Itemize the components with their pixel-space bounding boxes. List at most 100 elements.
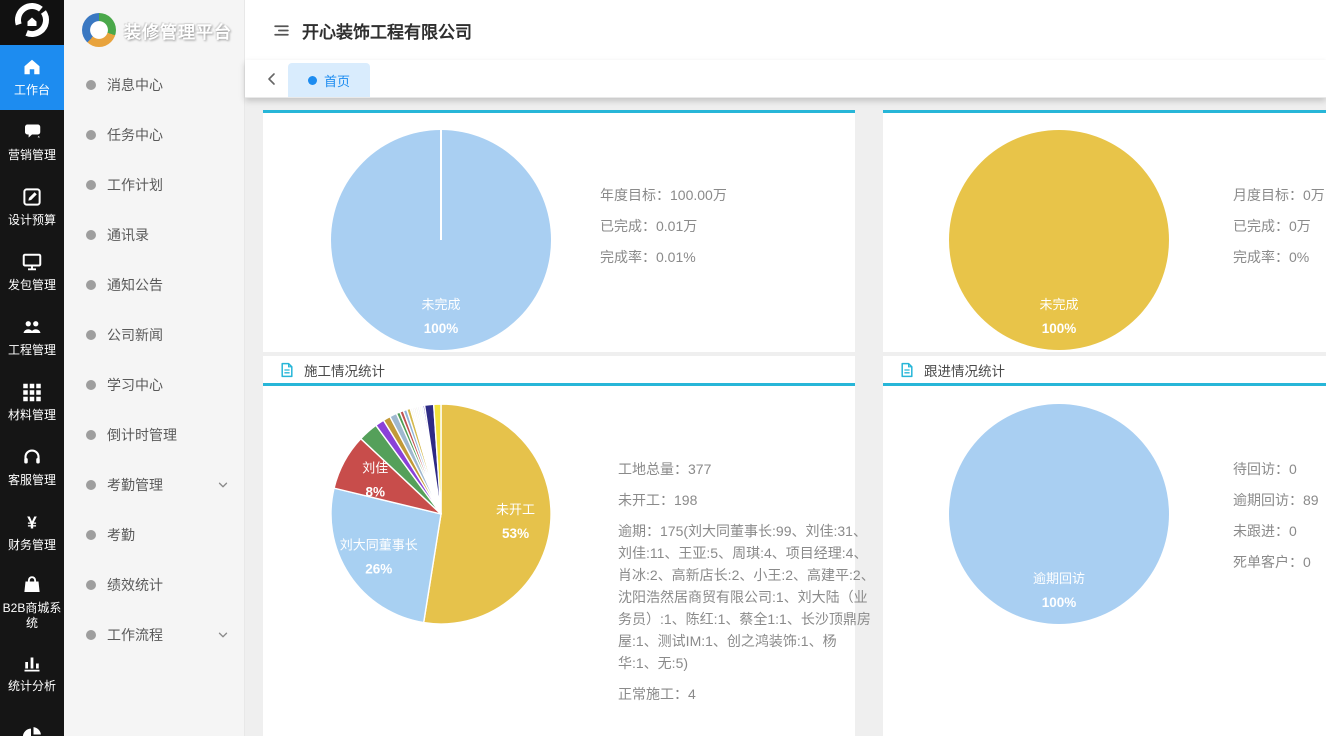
menu-item[interactable]: 通讯录 — [64, 210, 244, 260]
panel-body: 逾期回访 100% 待回访：0 逾期回访：89 未跟进：0 死单客户：0 — [883, 386, 1326, 736]
svg-text:26%: 26% — [365, 561, 392, 576]
svg-text:¥: ¥ — [27, 512, 37, 532]
rail-item[interactable]: 发包管理 — [0, 240, 64, 305]
svg-text:刘大同董事长: 刘大同董事长 — [340, 537, 418, 552]
menu-item-label: 工作计划 — [107, 177, 163, 193]
monitor-icon — [22, 252, 42, 272]
menu-item[interactable]: 通知公告 — [64, 260, 244, 310]
app-logo[interactable] — [0, 0, 64, 45]
bullet-dot-icon — [86, 80, 96, 90]
bullet-dot-icon — [86, 330, 96, 340]
menu-item[interactable]: 工作计划 — [64, 160, 244, 210]
chart-stats: 工地总量：377 未开工：198 逾期：175(刘大同董事长:99、刘佳:31、刘佳… — [618, 458, 876, 714]
rail-item[interactable]: 设计预算 — [0, 175, 64, 240]
svg-text:53%: 53% — [502, 526, 529, 541]
rail-item[interactable]: 材料管理 — [0, 370, 64, 435]
panel-body: 未完成 100% 年度目标：100.00万 已完成：0.01万 完成率：0.01% — [263, 113, 855, 352]
users-icon — [22, 317, 42, 337]
menu-item-label: 学习中心 — [107, 377, 163, 393]
primary-sidebar: 工作台营销管理设计预算发包管理工程管理材料管理客服管理 ¥ 财务管理 B2B商城系统统… — [0, 0, 64, 736]
panel-title: 跟进情况统计 — [924, 363, 1005, 379]
rail-item-label: 统计分析 — [7, 679, 56, 693]
bullet-dot-icon — [86, 580, 96, 590]
rail-item-label: B2B商城系统 — [2, 601, 62, 630]
chevron-down-icon — [216, 628, 230, 642]
bullet-dot-icon — [86, 530, 96, 540]
monthly-target-chart: 未完成 100% — [949, 130, 1169, 350]
grid-icon — [22, 382, 42, 402]
chevron-down-icon — [216, 478, 230, 492]
rail-item-label: 客服管理 — [7, 473, 56, 487]
stat-line: 逾期：175(刘大同董事长:99、刘佳:31、刘佳:11、王亚:5、周琪:4、项… — [618, 523, 875, 671]
rail-item-label: 营销管理 — [7, 148, 56, 162]
menu-item-label: 考勤管理 — [107, 477, 163, 493]
stat-line: 逾期回访：89 — [1233, 492, 1319, 508]
rail-item-label: 发包管理 — [7, 278, 56, 292]
rail-item[interactable]: 客服管理 — [0, 435, 64, 500]
svg-text:8%: 8% — [365, 484, 385, 499]
followup-stats-chart: 逾期回访 100% — [949, 404, 1169, 624]
stat-line: 完成率：0.01% — [600, 249, 696, 265]
stat-line: 死单客户：0 — [1233, 554, 1311, 570]
menu-item[interactable]: 工作流程 — [64, 610, 244, 660]
svg-text:刘佳: 刘佳 — [362, 460, 388, 475]
rail-item[interactable]: 工程管理 — [0, 305, 64, 370]
stat-line: 完成率：0% — [1233, 249, 1310, 265]
rail-item[interactable]: 工作台 — [0, 45, 64, 110]
rail-item[interactable] — [0, 706, 64, 736]
menu-item-label: 消息中心 — [107, 77, 163, 93]
bullet-dot-icon — [86, 430, 96, 440]
rail-nav: 工作台营销管理设计预算发包管理工程管理材料管理客服管理 ¥ 财务管理 B2B商城系统统… — [0, 45, 64, 736]
stat-line: 月度目标：0万 — [1233, 187, 1325, 203]
bullet-dot-icon — [86, 180, 96, 190]
bullet-dot-icon — [86, 280, 96, 290]
panel-annual-target: 未完成 100% 年度目标：100.00万 已完成：0.01万 完成率：0.01% — [263, 110, 855, 352]
menu-item[interactable]: 绩效统计 — [64, 560, 244, 610]
svg-text:逾期回访: 逾期回访 — [1033, 571, 1085, 586]
rail-item-label: 材料管理 — [7, 408, 56, 422]
document-icon — [899, 362, 915, 378]
panel-construction-stats: 施工情况统计 未开工 53% 刘大同董事长 26% 刘佳 8% 工地总量：377 未开工：198… — [263, 356, 875, 736]
bar-chart-icon — [22, 653, 42, 673]
svg-text:未开工: 未开工 — [496, 502, 535, 517]
rail-item-label: 设计预算 — [7, 213, 56, 227]
tab-label: 首页 — [324, 73, 351, 89]
rail-item[interactable]: 营销管理 — [0, 110, 64, 175]
chevron-left-icon[interactable] — [264, 71, 280, 87]
menu-toggle-icon[interactable] — [273, 22, 290, 39]
svg-text:未完成: 未完成 — [1039, 297, 1078, 312]
menu-item[interactable]: 任务中心 — [64, 110, 244, 160]
headset-icon — [22, 447, 42, 467]
panel-body: 未开工 53% 刘大同董事长 26% 刘佳 8% 工地总量：377 未开工：198 逾期：175… — [263, 386, 875, 736]
menu-item[interactable]: 倒计时管理 — [64, 410, 244, 460]
menu-item[interactable]: 考勤 — [64, 510, 244, 560]
stat-line: 年度目标：100.00万 — [600, 187, 727, 203]
stat-line: 正常施工：4 — [618, 686, 696, 702]
rail-item[interactable]: ¥ 财务管理 — [0, 500, 64, 565]
rail-item[interactable]: 统计分析 — [0, 641, 64, 706]
menu-item[interactable]: 消息中心 — [64, 60, 244, 110]
brand-logo-icon — [82, 13, 116, 47]
home-icon — [22, 57, 42, 77]
panel-body: 未完成 100% 月度目标：0万 已完成：0万 完成率：0% — [883, 113, 1326, 352]
brand-logo: 装修管理平台 — [64, 0, 244, 60]
tab-home[interactable]: 首页 — [288, 63, 371, 97]
rail-item-label: 财务管理 — [7, 538, 56, 552]
menu-item[interactable]: 学习中心 — [64, 360, 244, 410]
menu-item-label: 任务中心 — [107, 127, 163, 143]
chart-stats: 月度目标：0万 已完成：0万 完成率：0% — [1233, 184, 1326, 277]
menu-item-label: 公司新闻 — [107, 327, 163, 343]
svg-text:100%: 100% — [1042, 321, 1077, 336]
main-area: 开心装饰工程有限公司 首页 未完成 100% 年度目标：100.00万 已完成：0.0… — [245, 0, 1326, 736]
brand-logo-text: 装修管理平台 — [124, 22, 232, 42]
rail-item-label: 工作台 — [13, 83, 50, 97]
menu-item[interactable]: 公司新闻 — [64, 310, 244, 360]
tab-active-dot — [308, 75, 317, 85]
edit-icon — [22, 187, 42, 207]
menu-item[interactable]: 考勤管理 — [64, 460, 244, 510]
menu-item-label: 工作流程 — [107, 627, 163, 643]
tab-bar: 首页 — [245, 60, 1326, 98]
rail-item[interactable]: B2B商城系统 — [0, 565, 64, 641]
bullet-dot-icon — [86, 380, 96, 390]
stat-line: 已完成：0万 — [1233, 218, 1311, 234]
